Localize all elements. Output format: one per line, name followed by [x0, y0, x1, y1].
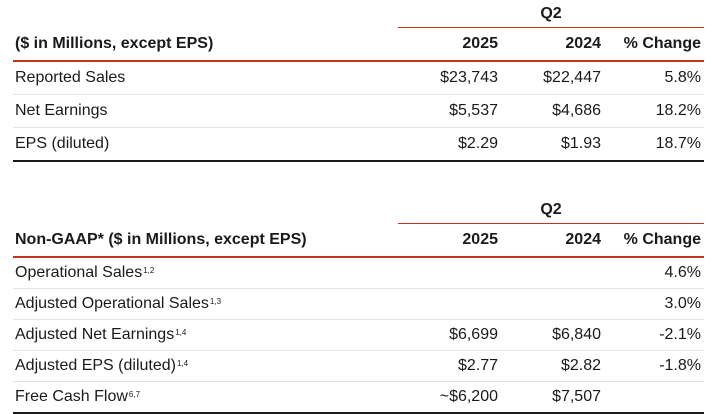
value-change: -1.8% — [659, 357, 701, 374]
column-header-change: % Change — [623, 231, 701, 248]
column-header-2025: 2025 — [462, 35, 498, 52]
column-header-row: Non-GAAP* ($ in Millions, except EPS) 20… — [13, 224, 704, 258]
row-label: Operational Sales 1,2 — [15, 258, 154, 288]
column-header-2024: 2024 — [565, 35, 601, 52]
row-label: Adjusted Operational Sales 1,3 — [15, 289, 221, 319]
value-2024: $6,840 — [552, 326, 601, 343]
table-row: Operational Sales 1,2 4.6% — [13, 258, 704, 289]
footnote-ref: 1,2 — [143, 265, 155, 275]
footnote-ref: 1,4 — [175, 327, 187, 337]
footnote-ref: 6,7 — [128, 389, 141, 399]
footnote-ref: 1,4 — [176, 358, 189, 368]
row-label-text: Adjusted Operational Sales — [15, 295, 209, 312]
column-header-2025: 2025 — [462, 231, 498, 248]
table-row: Adjusted Operational Sales 1,3 3.0% — [13, 289, 704, 320]
period-underline — [398, 223, 704, 224]
table-row: Adjusted EPS (diluted) 1,4 $2.77 $2.82 -1… — [13, 351, 704, 382]
value-change: 4.6% — [664, 264, 701, 281]
column-header-change: % Change — [623, 35, 701, 52]
value-2025: $2.77 — [457, 357, 498, 374]
value-change: 18.7% — [655, 135, 701, 152]
table-row: Adjusted Net Earnings 1,4 $6,699 $6,840 -… — [13, 320, 704, 351]
table-row: Free Cash Flow 6,7 ~$6,200 $7,507 — [13, 382, 704, 414]
row-label-text: Free Cash Flow — [15, 388, 128, 405]
value-change: 5.8% — [664, 69, 701, 86]
table-row: Net Earnings $5,537 $4,686 18.2% — [13, 95, 704, 128]
footnote-ref: 1,3 — [209, 296, 222, 306]
value-2024: $22,447 — [543, 69, 601, 86]
value-2024: $2.82 — [560, 357, 601, 374]
value-2024: $7,507 — [552, 388, 601, 405]
table-title: ($ in Millions, except EPS) — [15, 35, 214, 52]
value-change: 3.0% — [664, 295, 701, 312]
value-2025: $5,537 — [449, 102, 498, 119]
value-2025: $2.29 — [457, 135, 498, 152]
row-label: Free Cash Flow 6,7 — [15, 382, 140, 412]
row-label-text: Adjusted Net Earnings — [15, 326, 175, 343]
value-change: 18.2% — [655, 102, 701, 119]
value-2025: ~$6,200 — [439, 388, 498, 405]
gaap-results-table: Q2 ($ in Millions, except EPS) 2025 2024… — [13, 0, 704, 162]
period-header: Q2 — [13, 196, 704, 224]
table-row: Reported Sales $23,743 $22,447 5.8% — [13, 62, 704, 95]
row-label-text: Operational Sales — [15, 264, 143, 281]
value-2025: $6,699 — [449, 326, 498, 343]
value-2024: $1.93 — [560, 135, 601, 152]
table-row: EPS (diluted) $2.29 $1.93 18.7% — [13, 128, 704, 162]
row-label: Adjusted EPS (diluted) 1,4 — [15, 351, 188, 381]
table-title: Non-GAAP* ($ in Millions, except EPS) — [15, 231, 307, 248]
row-label-text: Adjusted EPS (diluted) — [15, 357, 176, 374]
non-gaap-results-table: Q2 Non-GAAP* ($ in Millions, except EPS)… — [13, 196, 704, 414]
period-label: Q2 — [540, 201, 562, 218]
value-2024: $4,686 — [552, 102, 601, 119]
period-label: Q2 — [540, 5, 562, 22]
row-label: EPS (diluted) — [15, 135, 110, 152]
period-header: Q2 — [13, 0, 704, 28]
row-label: Reported Sales — [15, 69, 126, 86]
row-label: Net Earnings — [15, 102, 108, 119]
value-2025: $23,743 — [440, 69, 498, 86]
column-header-row: ($ in Millions, except EPS) 2025 2024 % … — [13, 28, 704, 62]
row-label: Adjusted Net Earnings 1,4 — [15, 320, 186, 350]
column-header-2024: 2024 — [565, 231, 601, 248]
value-change: -2.1% — [659, 326, 701, 343]
period-underline — [398, 27, 704, 28]
